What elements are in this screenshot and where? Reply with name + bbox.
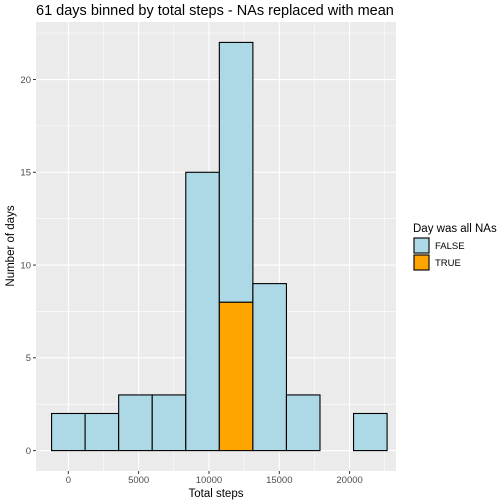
bar-false-bin-5 (185, 171, 220, 452)
y-axis: 0 5 10 15 20 (20, 75, 36, 457)
y-tick-label: 10 (20, 260, 31, 271)
legend-label-false: FALSE (435, 241, 465, 252)
bar-false-bin-8 (285, 394, 321, 452)
legend-swatch-true (413, 254, 430, 271)
chart-title: 61 days binned by total steps - NAs repl… (36, 3, 394, 19)
bar-false-bin-10 (352, 412, 388, 452)
y-tick-label: 20 (20, 75, 31, 86)
y-tick-label: 15 (20, 168, 31, 179)
x-tick-label: 0 (66, 475, 71, 486)
legend: Day was all NAs FALSE TRUE (413, 223, 497, 271)
y-axis-title: Number of days (5, 205, 17, 286)
bar-false-bin-1 (51, 412, 86, 452)
y-tick-label: 0 (26, 446, 31, 457)
y-tick-label: 5 (26, 353, 31, 364)
bars-layer (51, 41, 388, 452)
bar-false-bin-4 (151, 394, 187, 452)
bar-true-bin-6 (218, 301, 254, 452)
bar-false-bin-7 (252, 283, 287, 452)
x-tick-label: 10000 (196, 475, 222, 486)
legend-title: Day was all NAs (413, 223, 497, 235)
x-tick-label: 20000 (336, 475, 362, 486)
x-tick-label: 5000 (128, 475, 149, 486)
legend-items: FALSE TRUE (413, 237, 465, 271)
x-tick-label: 15000 (266, 475, 292, 486)
bar-false-bin-6 (218, 41, 254, 303)
bar-false-bin-2 (84, 412, 120, 452)
x-axis-title: Total steps (189, 488, 244, 500)
bar-false-bin-3 (118, 394, 153, 452)
legend-swatch-false (413, 237, 430, 254)
x-axis: 0 5000 10000 15000 20000 (66, 471, 363, 486)
legend-label-true: TRUE (435, 258, 461, 269)
